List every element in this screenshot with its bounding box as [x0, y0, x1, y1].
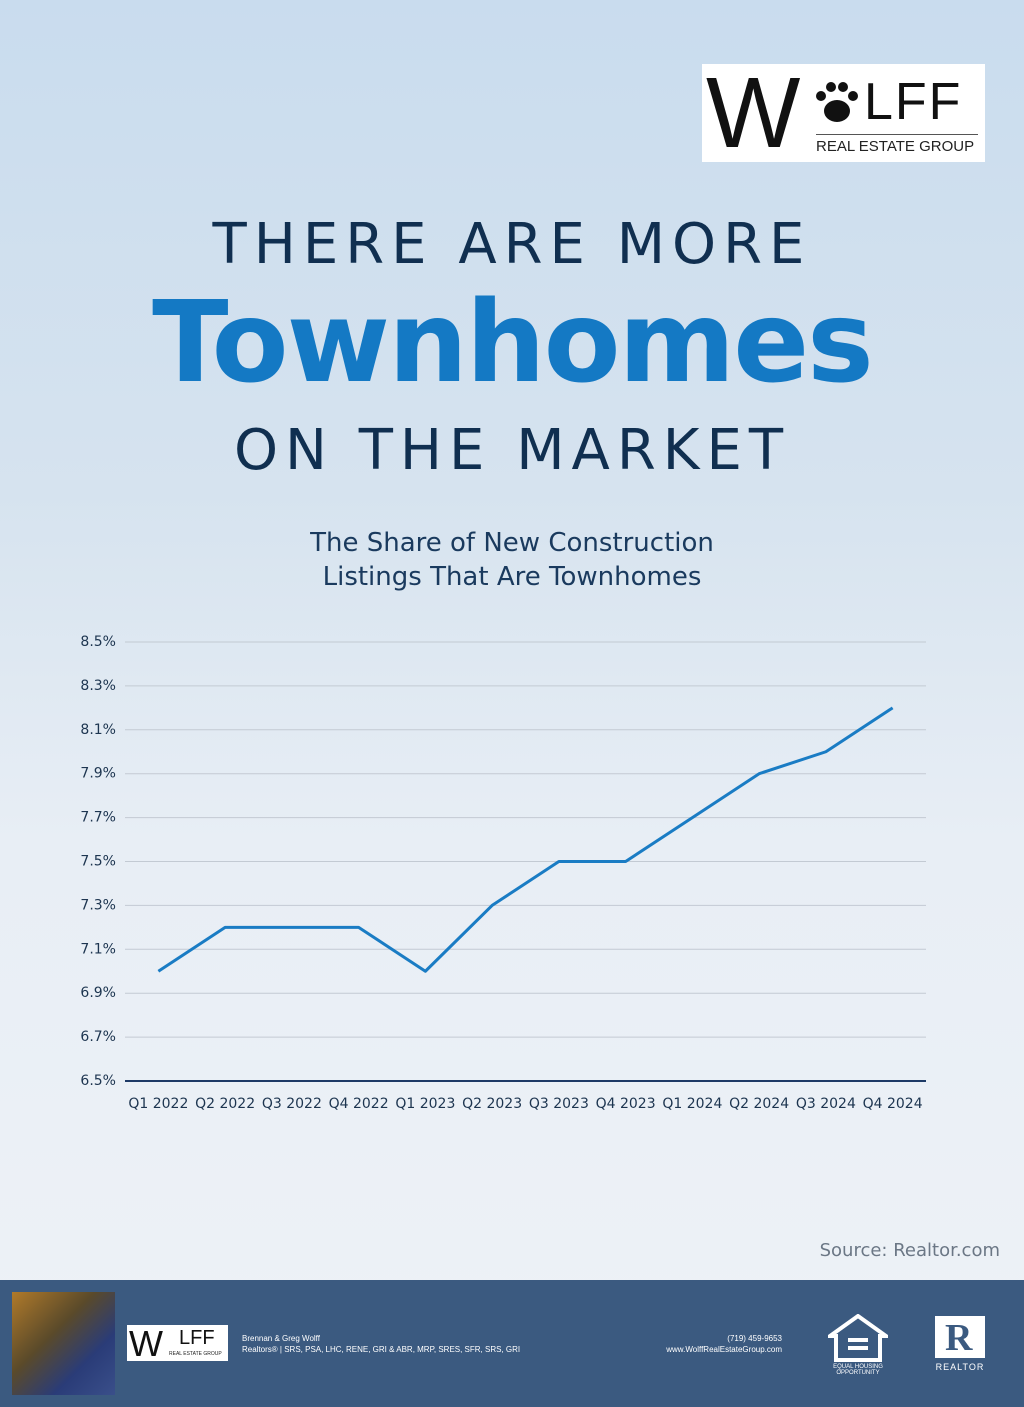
- logo-lff: LFF: [179, 1327, 215, 1349]
- x-tick-label: Q2 2023: [462, 1096, 522, 1112]
- x-tick-label: Q1 2022: [128, 1096, 188, 1112]
- paw-icon: [816, 82, 858, 122]
- x-tick-label: Q4 2022: [329, 1096, 389, 1112]
- x-tick-label: Q3 2024: [796, 1096, 856, 1112]
- footer-logo: W LFF REAL ESTATE GROUP: [127, 1323, 228, 1364]
- chart-title: The Share of New Construction Listings T…: [310, 528, 714, 592]
- y-tick-label: 6.7%: [80, 1029, 116, 1045]
- headline-main: Townhomes: [152, 278, 874, 408]
- footer: W LFF REAL ESTATE GROUP Brennan & Greg W…: [0, 1280, 1024, 1407]
- headline-bottom: ON THE MARKET: [233, 418, 791, 483]
- agent-names: Brennan & Greg Wolff: [242, 1334, 320, 1343]
- website: www.WolffRealEstateGroup.com: [666, 1345, 782, 1354]
- logo-w: W: [706, 57, 801, 169]
- chart: 6.5% 6.7% 6.9% 7.1% 7.3% 7.5% 7.7% 7.9% 8.1% 8.3%…: [80, 634, 926, 1112]
- x-tick-label: Q2 2024: [729, 1096, 789, 1112]
- y-tick-label: 8.3%: [80, 678, 116, 694]
- y-tick-label: 6.9%: [80, 985, 116, 1001]
- equal-housing-text: EQUAL HOUSING OPPORTUNITY: [833, 1364, 883, 1376]
- x-tick-label: Q3 2023: [529, 1096, 589, 1112]
- y-tick-label: 7.3%: [80, 897, 116, 913]
- headline-top: THERE ARE MORE: [212, 212, 812, 277]
- logo-tagline: REAL ESTATE GROUP: [169, 1351, 222, 1357]
- logo-w: W: [129, 1323, 163, 1364]
- y-tick-label: 7.9%: [80, 766, 116, 782]
- agents-photo: [12, 1292, 115, 1395]
- y-tick-label: 7.7%: [80, 810, 116, 826]
- x-tick-label: Q4 2023: [596, 1096, 656, 1112]
- y-tick-label: 7.5%: [80, 854, 116, 870]
- equal-housing-icon: [828, 1314, 888, 1362]
- y-tick-label: 7.1%: [80, 941, 116, 957]
- source: Source: Realtor.com: [819, 1240, 1000, 1261]
- x-tick-label: Q4 2024: [863, 1096, 923, 1112]
- y-tick-label: 6.5%: [80, 1073, 116, 1089]
- credentials: Realtors® | SRS, PSA, LHC, RENE, GRI & A…: [242, 1345, 521, 1354]
- logo-tagline: REAL ESTATE GROUP: [816, 138, 975, 155]
- x-tick-label: Q3 2022: [262, 1096, 322, 1112]
- realtor-text: REALTOR: [935, 1362, 985, 1372]
- x-tick-label: Q1 2023: [395, 1096, 455, 1112]
- x-tick-label: Q1 2024: [662, 1096, 722, 1112]
- logo: W LFF REAL ESTATE GROUP: [702, 57, 985, 169]
- phone: (719) 459-9653: [727, 1334, 782, 1343]
- x-tick-label: Q2 2022: [195, 1096, 255, 1112]
- y-tick-label: 8.1%: [80, 722, 116, 738]
- realtor-icon: R: [935, 1316, 985, 1359]
- logo-lff: LFF: [864, 73, 963, 131]
- data-line: [157, 706, 894, 973]
- y-tick-label: 8.5%: [80, 634, 116, 650]
